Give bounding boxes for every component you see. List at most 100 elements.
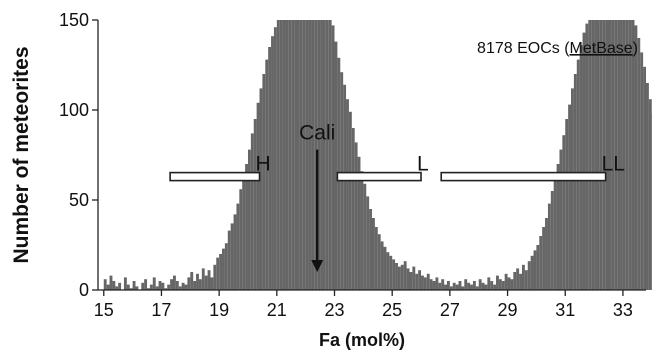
histogram-bar	[369, 209, 372, 290]
histogram-bar	[207, 270, 211, 290]
group-ranges: H L LL	[169, 153, 625, 182]
histogram-bar	[239, 189, 243, 290]
histogram-bar	[472, 281, 476, 290]
histogram-bar	[317, 20, 321, 290]
histogram-bar	[493, 284, 497, 290]
histogram-bar	[553, 178, 557, 290]
metbase-link[interactable]: MetBase	[570, 40, 633, 57]
histogram-bar	[521, 264, 525, 290]
histogram-bar	[568, 104, 572, 290]
histogram-bar	[536, 245, 540, 290]
histogram-bar	[322, 20, 326, 290]
range-bar-ll	[440, 171, 607, 182]
x-tick-label: 21	[267, 300, 287, 320]
histogram-bar	[164, 288, 168, 290]
histogram-bar	[279, 20, 283, 290]
histogram-bar	[273, 27, 277, 290]
histogram-bar	[501, 281, 505, 290]
histogram-bar	[487, 277, 491, 290]
histogram-bar	[400, 264, 404, 290]
histogram-bar	[395, 263, 398, 290]
histogram-bar	[224, 243, 228, 290]
histogram-bar	[268, 47, 272, 290]
histogram-bar	[167, 284, 171, 290]
group-label-ll: LL	[602, 153, 625, 176]
histogram-bar	[403, 261, 407, 290]
histogram-bar	[187, 277, 191, 290]
histogram-bar	[222, 248, 225, 290]
histogram-bar	[594, 20, 597, 290]
histogram-bar	[435, 277, 439, 290]
histogram-bar	[481, 282, 485, 290]
histogram-bar	[498, 279, 502, 290]
y-tick-label: 100	[59, 100, 89, 120]
arrow-head	[311, 260, 324, 272]
histogram-bar	[308, 20, 312, 290]
histogram-bar	[233, 214, 237, 290]
histogram-bar	[331, 25, 335, 291]
histogram-bar	[377, 234, 381, 290]
histogram-bar	[161, 282, 165, 290]
histogram-bar	[334, 41, 338, 290]
histogram-bar	[123, 277, 127, 290]
histogram-bar	[565, 119, 569, 290]
x-tick-label: 29	[498, 300, 518, 320]
histogram-bar	[513, 272, 517, 290]
histogram-bar	[170, 279, 173, 290]
histogram-bar	[106, 284, 110, 290]
histogram-bar	[620, 20, 623, 290]
histogram-bar	[109, 275, 113, 290]
histogram-bar	[643, 66, 646, 290]
histogram-bar	[346, 99, 349, 290]
range-bar-h	[169, 171, 261, 182]
histogram-bar	[126, 284, 130, 290]
histogram-bar	[539, 236, 543, 290]
histogram-bar	[631, 20, 635, 290]
histogram-bar	[510, 279, 514, 290]
histogram-bar	[366, 196, 370, 290]
histogram-bar	[265, 59, 269, 290]
histogram-bar	[291, 20, 295, 290]
histogram-bar	[360, 171, 364, 290]
histogram-bar	[242, 180, 246, 290]
histogram-bar	[144, 279, 148, 290]
histogram-bar	[646, 83, 649, 290]
histogram-bar	[354, 142, 358, 290]
histogram-bar	[175, 281, 179, 290]
histogram-bar	[115, 286, 119, 290]
histogram-bar	[343, 84, 347, 290]
histogram-bar	[582, 32, 586, 290]
histogram-bar	[285, 20, 289, 290]
histogram-bar	[351, 128, 355, 290]
histogram-bar	[227, 230, 231, 290]
histogram-bar	[297, 20, 300, 290]
histogram-bar	[556, 164, 560, 290]
histogram-bar	[320, 20, 323, 290]
histogram-bar	[213, 264, 217, 290]
histogram-bar	[533, 250, 537, 290]
histogram-bar	[149, 284, 153, 290]
histogram-bar	[550, 191, 554, 290]
histogram-bar	[467, 282, 471, 290]
x-axis-label: Fa (mol%)	[319, 330, 405, 350]
histogram-bar	[288, 20, 292, 290]
histogram-bar	[418, 270, 422, 290]
histogram-bar	[562, 135, 566, 290]
histogram-bar	[599, 20, 603, 290]
histogram-bar	[596, 20, 600, 290]
histogram-bar	[648, 99, 652, 290]
histogram-bar	[640, 52, 644, 291]
histogram-bar	[608, 20, 612, 290]
histogram-bar	[152, 277, 156, 290]
histogram-bar	[158, 281, 162, 290]
histogram-bar	[524, 270, 528, 290]
histogram-bar	[374, 227, 378, 290]
histogram-bar	[634, 25, 638, 291]
arrow-label: Cali	[299, 122, 335, 145]
histogram-bar	[198, 279, 202, 290]
histogram-bar	[519, 273, 522, 290]
x-tick-label: 31	[555, 300, 575, 320]
histogram-bar	[256, 102, 260, 290]
histogram-bar	[392, 259, 396, 290]
